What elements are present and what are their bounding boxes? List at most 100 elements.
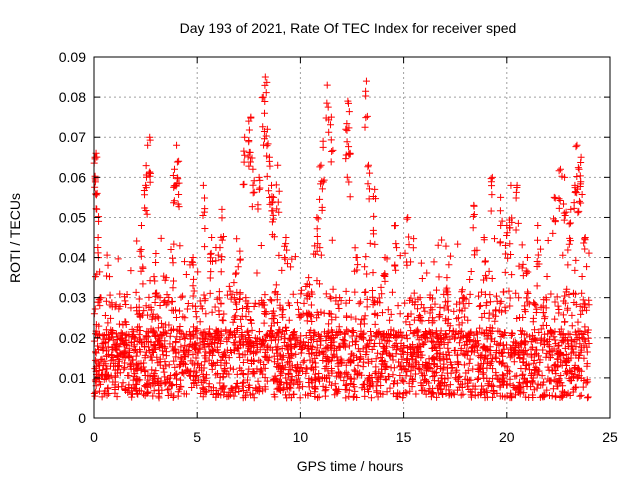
- data-point: [177, 343, 185, 351]
- data-point: [396, 252, 404, 260]
- data-point: [369, 226, 377, 234]
- data-point: [353, 266, 361, 274]
- data-point: [469, 365, 477, 373]
- data-point: [414, 305, 422, 313]
- data-point: [103, 251, 111, 259]
- data-point: [223, 393, 231, 401]
- data-point: [554, 362, 562, 370]
- data-point: [136, 327, 144, 335]
- data-point: [137, 221, 145, 229]
- data-point: [434, 334, 442, 342]
- data-point: [305, 375, 313, 383]
- data-point: [386, 330, 394, 338]
- data-point: [162, 274, 170, 282]
- data-point: [133, 237, 141, 245]
- data-point: [583, 348, 591, 356]
- data-point: [153, 353, 161, 361]
- data-point: [488, 383, 496, 391]
- data-point: [117, 350, 125, 358]
- data-point: [305, 274, 313, 282]
- data-point: [162, 301, 170, 309]
- data-point: [237, 366, 245, 374]
- data-point: [232, 312, 240, 320]
- data-point: [311, 374, 319, 382]
- data-point: [328, 369, 336, 377]
- data-point: [248, 203, 256, 211]
- data-point: [228, 384, 236, 392]
- data-point: [571, 384, 579, 392]
- data-point: [330, 334, 338, 342]
- data-point: [281, 255, 289, 263]
- data-point: [535, 329, 543, 337]
- data-point: [244, 356, 252, 364]
- data-point: [215, 288, 223, 296]
- data-point: [283, 260, 291, 268]
- data-point: [523, 331, 531, 339]
- data-point: [473, 337, 481, 345]
- data-point: [515, 294, 523, 302]
- data-point: [235, 388, 243, 396]
- data-point: [296, 313, 304, 321]
- data-point: [314, 373, 322, 381]
- data-point: [181, 314, 189, 322]
- data-point: [345, 386, 353, 394]
- data-point: [335, 329, 343, 337]
- data-point: [326, 293, 334, 301]
- data-point: [239, 305, 247, 313]
- data-point: [157, 234, 165, 242]
- data-point: [150, 387, 158, 395]
- data-point: [225, 282, 233, 290]
- data-point: [581, 234, 589, 241]
- data-point: [268, 199, 276, 207]
- data-point: [95, 387, 103, 395]
- data-point: [259, 93, 267, 101]
- data-point: [371, 370, 379, 378]
- data-point: [235, 337, 243, 345]
- data-point: [190, 275, 198, 283]
- data-point: [382, 376, 390, 384]
- data-point: [413, 346, 421, 354]
- data-point: [430, 343, 438, 351]
- data-point: [222, 352, 230, 360]
- data-point: [418, 351, 426, 359]
- data-point: [146, 178, 154, 186]
- data-point: [176, 307, 184, 315]
- data-point: [202, 348, 210, 356]
- data-point: [313, 233, 321, 241]
- data-point: [480, 310, 488, 318]
- data-point: [245, 137, 253, 145]
- data-point: [345, 178, 353, 186]
- data-point: [170, 197, 178, 205]
- data-point: [400, 389, 408, 397]
- data-point: [245, 331, 253, 339]
- data-point: [422, 390, 430, 398]
- data-point: [444, 374, 452, 382]
- data-point: [491, 353, 499, 361]
- data-point: [213, 389, 221, 397]
- data-point: [443, 284, 451, 292]
- data-point: [240, 147, 248, 155]
- data-point: [114, 255, 122, 263]
- data-point: [527, 383, 535, 391]
- data-point: [94, 234, 102, 241]
- data-point: [568, 322, 576, 330]
- data-point: [561, 358, 569, 366]
- data-point: [205, 380, 213, 388]
- data-point: [188, 258, 196, 266]
- data-point: [388, 288, 396, 296]
- data-point: [263, 172, 271, 180]
- data-point: [585, 249, 593, 257]
- data-point: [155, 314, 163, 322]
- data-point: [207, 249, 215, 257]
- data-point: [566, 391, 574, 399]
- data-point: [530, 357, 538, 365]
- data-point: [441, 298, 449, 306]
- data-point: [512, 226, 520, 234]
- data-point: [233, 344, 241, 352]
- data-point: [322, 290, 330, 298]
- data-point: [416, 366, 424, 374]
- data-point: [141, 367, 149, 375]
- data-point: [445, 351, 453, 359]
- data-point: [328, 236, 336, 244]
- data-point: [433, 286, 441, 294]
